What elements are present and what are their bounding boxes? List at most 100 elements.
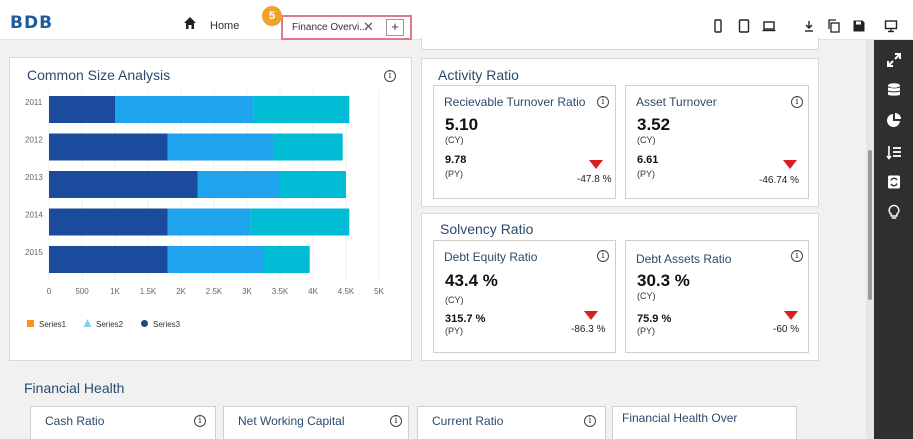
kpi-py-label: (PY): [637, 326, 655, 336]
kpi-card-current-ratio[interactable]: Current Ratio i: [417, 406, 606, 439]
kpi-title: Cash Ratio: [45, 414, 105, 428]
bar-segment: [49, 208, 168, 236]
kpi-card[interactable]: Asset Turnover i 3.52 (CY) 6.61 (PY) -46…: [625, 85, 809, 199]
kpi-cy-label: (CY): [445, 135, 464, 145]
kpi-previous-value: 315.7 %: [445, 313, 486, 325]
info-icon[interactable]: i: [384, 70, 396, 82]
x-tick-label: 1K: [110, 287, 120, 296]
info-icon[interactable]: i: [390, 415, 402, 427]
panel-title: Activity Ratio: [438, 67, 519, 83]
scrollbar-thumb[interactable]: [868, 150, 872, 300]
add-tab-button[interactable]: +: [386, 19, 404, 36]
sync-icon[interactable]: [886, 174, 902, 190]
legend-marker: [83, 319, 92, 327]
info-icon[interactable]: i: [597, 96, 609, 108]
activity-ratio-panel: Activity Ratio Recievable Turnover Ratio…: [421, 58, 819, 207]
save-icon[interactable]: [852, 19, 866, 33]
bar-segment: [167, 246, 264, 273]
info-icon[interactable]: i: [584, 415, 596, 427]
kpi-cy-label: (CY): [637, 135, 656, 145]
kpi-previous-value: 6.61: [637, 154, 659, 166]
bar-segment: [167, 133, 274, 161]
legend-label: Series3: [153, 320, 181, 329]
kpi-previous-value: 9.78: [445, 154, 467, 166]
copy-icon[interactable]: [827, 19, 841, 33]
top-bar: BDB Home Finance Overvi... ✕ +: [0, 0, 913, 40]
kpi-title: Debt Assets Ratio: [636, 252, 732, 266]
kpi-change: -47.8 %: [577, 174, 612, 185]
panel-title: Common Size Analysis: [27, 67, 171, 83]
down-arrow-icon: [784, 311, 798, 320]
bar-segment: [253, 96, 350, 123]
x-tick-label: 5K: [374, 287, 384, 296]
monitor-icon[interactable]: [884, 19, 898, 33]
database-icon[interactable]: [886, 82, 902, 98]
home-tab-label[interactable]: Home: [210, 20, 240, 32]
download-icon[interactable]: [802, 19, 816, 33]
x-tick-label: 3K: [242, 287, 252, 296]
lightbulb-icon[interactable]: [886, 204, 902, 220]
y-tick-label: 2014: [25, 211, 43, 220]
kpi-card[interactable]: Debt Equity Ratio i 43.4 % (CY) 315.7 % …: [433, 240, 616, 353]
mobile-icon[interactable]: [711, 19, 725, 33]
bar-segment: [49, 96, 115, 123]
bar-segment: [197, 171, 280, 198]
kpi-title: Net Working Capital: [238, 414, 345, 428]
kpi-card[interactable]: Recievable Turnover Ratio i 5.10 (CY) 9.…: [433, 85, 616, 199]
bar-segment: [250, 208, 350, 236]
kpi-card-net-working-capital[interactable]: Net Working Capital i: [223, 406, 409, 439]
kpi-card-financial-health-over[interactable]: Financial Health Over: [612, 406, 797, 439]
app-logo[interactable]: BDB: [10, 13, 54, 33]
info-icon[interactable]: i: [194, 415, 206, 427]
laptop-icon[interactable]: [762, 19, 776, 33]
panel-title: Solvency Ratio: [440, 221, 534, 237]
x-tick-label: 2K: [176, 287, 186, 296]
info-icon[interactable]: i: [791, 96, 803, 108]
common-size-analysis-panel: Common Size Analysis i 2011 2012 2013 2014 2…: [9, 57, 412, 361]
bar-segment: [49, 171, 198, 198]
x-tick-label: 0: [47, 287, 52, 296]
kpi-title: Debt Equity Ratio: [444, 250, 538, 264]
bar-segment: [115, 96, 254, 123]
close-tab-icon[interactable]: ✕: [363, 19, 374, 34]
legend-label: Series1: [39, 320, 67, 329]
down-arrow-icon: [589, 160, 603, 169]
kpi-py-label: (PY): [637, 169, 655, 179]
x-tick-label: 2.5K: [206, 287, 223, 296]
kpi-title: Asset Turnover: [636, 95, 717, 109]
y-tick-label: 2012: [25, 136, 43, 145]
legend-marker: [141, 320, 148, 327]
kpi-title: Recievable Turnover Ratio: [444, 95, 586, 109]
legend-marker: [27, 320, 34, 327]
bar-segment: [167, 208, 251, 236]
kpi-current-value: 43.4 %: [445, 271, 498, 290]
kpi-current-value: 30.3 %: [637, 271, 690, 290]
stacked-bar-chart: 2011 2012 2013 2014 2015 0 500 1K 1.5K 2K 2.5K 3K 3.…: [25, 90, 385, 329]
kpi-previous-value: 75.9 %: [637, 313, 672, 325]
x-tick-label: 3.5K: [272, 287, 289, 296]
info-icon[interactable]: i: [791, 250, 803, 262]
bar-segment: [49, 133, 168, 161]
kpi-current-value: 5.10: [445, 115, 479, 134]
bar-segment: [273, 133, 343, 161]
down-arrow-icon: [783, 160, 797, 169]
home-icon[interactable]: [183, 16, 197, 30]
expand-icon[interactable]: [886, 52, 902, 68]
down-arrow-icon: [584, 311, 598, 320]
tab-label: Finance Overvi...: [292, 22, 368, 33]
tablet-icon[interactable]: [737, 19, 751, 33]
bar-segment: [49, 246, 168, 273]
step-badge: 5: [262, 6, 282, 26]
y-tick-label: 2011: [25, 98, 43, 107]
kpi-cy-label: (CY): [637, 291, 656, 301]
sort-list-icon[interactable]: [886, 144, 902, 160]
info-icon[interactable]: i: [597, 250, 609, 262]
kpi-card[interactable]: Debt Assets Ratio i 30.3 % (CY) 75.9 % (…: [625, 240, 809, 353]
pie-chart-icon[interactable]: [886, 112, 902, 128]
kpi-title: Financial Health Over: [622, 411, 738, 425]
finance-overview-tab[interactable]: Finance Overvi... ✕ +: [281, 15, 412, 40]
kpi-card-cash-ratio[interactable]: Cash Ratio i: [30, 406, 216, 439]
kpi-current-value: 3.52: [637, 115, 671, 134]
panel-top-edge: [421, 38, 819, 50]
legend-label: Series2: [96, 320, 124, 329]
